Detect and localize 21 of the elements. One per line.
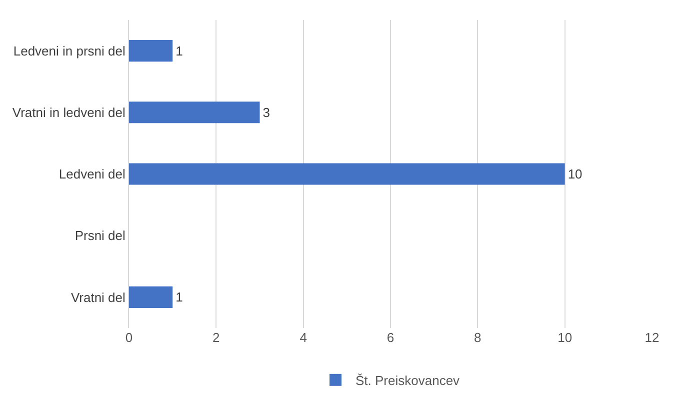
legend-label: Št. Preiskovancev (356, 372, 460, 388)
data-label: 10 (568, 166, 582, 182)
y-tick-label: Prsni del (74, 228, 126, 244)
data-label: 1 (176, 43, 183, 58)
x-tick-label: 10 (558, 330, 572, 345)
y-tick-label: Vratni del (70, 290, 126, 305)
x-tick-label: 8 (474, 330, 482, 345)
bar (129, 40, 173, 62)
x-tick-label: 4 (300, 330, 307, 345)
bar (129, 286, 173, 308)
bar (129, 102, 260, 124)
x-tick-label: 0 (125, 330, 133, 345)
x-tick-label: 2 (212, 330, 220, 345)
y-tick-label: Vratni in ledveni del (12, 104, 126, 120)
y-tick-label: Ledveni del (58, 166, 126, 182)
bar (129, 163, 565, 185)
data-label: 3 (262, 104, 270, 120)
data-label: 1 (176, 290, 183, 305)
x-tick-label: 6 (386, 330, 394, 345)
y-tick-label: Ledveni in prsni del (13, 43, 126, 58)
x-tick-label: 12 (644, 330, 660, 345)
